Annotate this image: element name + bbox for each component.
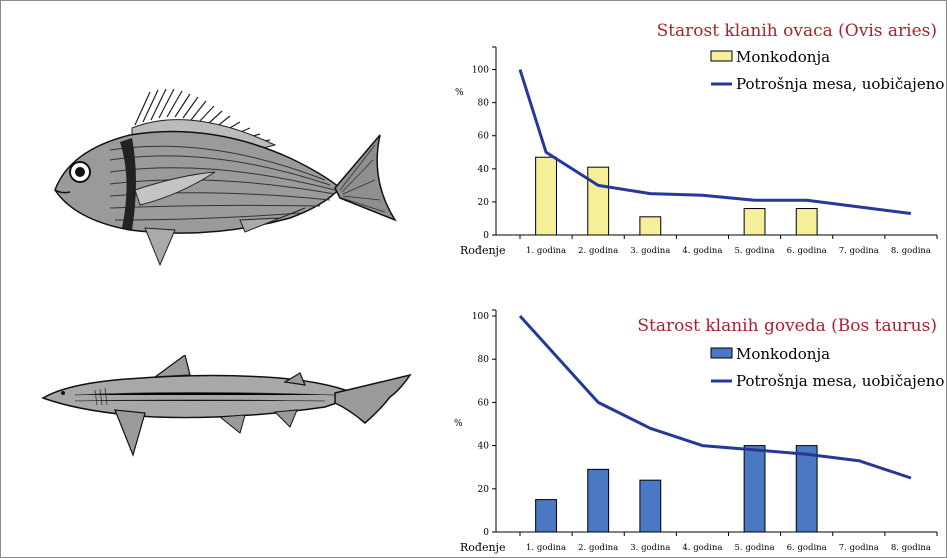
- legend-swatch-bars: [710, 50, 733, 62]
- x-tick-label: 2. godina: [578, 543, 618, 553]
- x-tick-label: 1. godina: [526, 543, 566, 553]
- legend-label-bars: Monkodonja: [736, 345, 830, 363]
- bar: [743, 208, 766, 236]
- legend: Monkodonja Potrošnja mesa, uobičajeno: [710, 48, 944, 93]
- shark-illustration: [35, 353, 420, 470]
- chart-title: Starost klanih ovaca (Ovis aries): [657, 21, 937, 41]
- y-tick-label: 60: [478, 132, 490, 142]
- x-tick-label: 7. godina: [839, 246, 879, 256]
- y-tick-label: 100: [472, 66, 489, 76]
- legend-label-line: Potrošnja mesa, uobičajeno: [736, 372, 944, 390]
- y-tick-label: 20: [478, 198, 490, 208]
- y-tick-label: 0: [483, 528, 489, 538]
- fish-illustration: [40, 80, 410, 280]
- x-tick-label: 3. godina: [630, 543, 670, 553]
- legend-label-line: Potrošnja mesa, uobičajeno: [736, 75, 944, 93]
- x-tick-label: 4. godina: [682, 543, 722, 553]
- chart-title: Starost klanih goveda (Bos taurus): [637, 316, 937, 336]
- x-tick-label: 6. godina: [787, 543, 827, 553]
- y-axis-label: %: [455, 88, 464, 98]
- y-tick-label: 20: [478, 485, 490, 495]
- x-start-label: Rođenje: [460, 541, 505, 554]
- x-tick-label: 2. godina: [578, 246, 618, 256]
- y-tick-label: 40: [478, 442, 490, 452]
- x-tick-label: 3. godina: [630, 246, 670, 256]
- y-tick-label: 100: [472, 312, 489, 322]
- plot-area: 0 20 40 60 80 100 Rođenje 1. godina 2. godina 3. …: [460, 46, 938, 257]
- bar: [795, 445, 818, 533]
- bar: [587, 166, 610, 236]
- sheep-slaughter-age-chart: Starost klanih ovaca (Ovis aries) % 0 20 4…: [455, 21, 944, 257]
- fish-drawing: [54, 88, 397, 267]
- y-tick-label: 60: [478, 398, 490, 408]
- bar: [535, 499, 557, 533]
- x-tick-label: 6. godina: [787, 246, 827, 256]
- bar: [639, 479, 662, 533]
- shark-body: [41, 374, 366, 419]
- legend-label-bars: Monkodonja: [736, 48, 830, 66]
- x-tick-label: 7. godina: [839, 543, 879, 553]
- x-tick-label: 5. godina: [735, 246, 775, 256]
- series-line: [518, 69, 912, 215]
- series-line: [518, 314, 912, 480]
- bar: [795, 208, 818, 236]
- x-tick-label: 8. godina: [891, 246, 931, 256]
- x-tick-label: 8. godina: [891, 543, 931, 553]
- y-tick-label: 80: [478, 99, 490, 109]
- bar: [639, 216, 662, 236]
- bar: [535, 156, 557, 236]
- y-axis-label: %: [454, 419, 463, 429]
- y-tick-label: 40: [478, 165, 490, 175]
- shark-eye: [61, 391, 65, 395]
- shark-tail: [334, 373, 412, 424]
- x-tick-label: 5. godina: [735, 543, 775, 553]
- y-tick-label: 0: [483, 231, 489, 241]
- shark-drawing: [41, 353, 412, 457]
- bar: [587, 468, 610, 533]
- x-tick-label: 4. godina: [682, 246, 722, 256]
- cattle-slaughter-age-chart: Starost klanih goveda (Bos taurus) % 0 20…: [454, 309, 944, 554]
- plot-area: 0 20 40 60 80 100 Rođenje 1. godina 2. godina 3. …: [460, 309, 938, 554]
- legend-swatch-bars: [710, 347, 733, 359]
- y-tick-label: 80: [478, 355, 490, 365]
- legend: Monkodonja Potrošnja mesa, uobičajeno: [710, 345, 944, 390]
- fish-tail: [334, 134, 397, 222]
- x-start-label: Rođenje: [460, 244, 505, 257]
- bar: [743, 445, 766, 533]
- x-tick-label: 1. godina: [526, 246, 566, 256]
